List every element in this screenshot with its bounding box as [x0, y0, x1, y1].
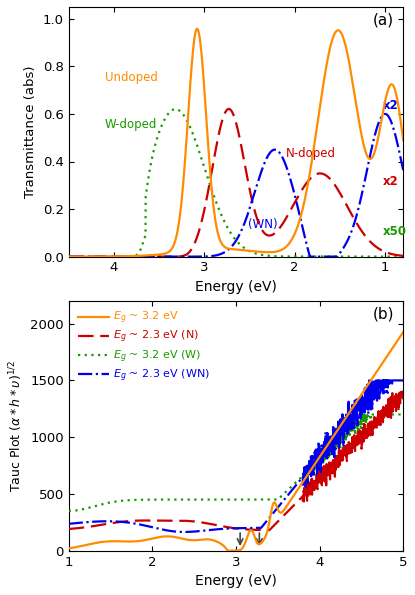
Y-axis label: Transmittance (abs): Transmittance (abs)	[24, 65, 37, 198]
Text: (a): (a)	[373, 12, 394, 27]
Text: (b): (b)	[373, 306, 395, 321]
X-axis label: Energy (eV): Energy (eV)	[195, 574, 277, 588]
Text: (WN): (WN)	[248, 218, 277, 231]
X-axis label: Energy (eV): Energy (eV)	[195, 280, 277, 294]
Text: W-doped: W-doped	[105, 118, 157, 131]
Text: x2: x2	[383, 99, 399, 112]
Y-axis label: Tauc Plot $(\alpha*h*\upsilon)^{1/2}$: Tauc Plot $(\alpha*h*\upsilon)^{1/2}$	[7, 360, 24, 491]
Text: N-doped: N-doped	[286, 147, 336, 159]
Text: Undoped: Undoped	[105, 71, 158, 84]
Legend: $E_g$ ~ 3.2 eV, $E_g$ ~ 2.3 eV (N), $E_g$ ~ 3.2 eV (W), $E_g$ ~ 2.3 eV (WN): $E_g$ ~ 3.2 eV, $E_g$ ~ 2.3 eV (N), $E_g…	[74, 306, 213, 387]
Text: x2: x2	[383, 176, 399, 188]
Text: x50: x50	[383, 226, 407, 238]
